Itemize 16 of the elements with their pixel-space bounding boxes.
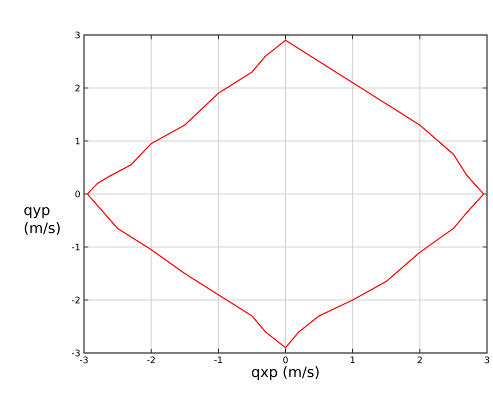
y-tick-label: 0 xyxy=(75,190,80,198)
x-axis-title: qxp (m/s) xyxy=(252,366,319,380)
y-tick-label: -1 xyxy=(72,244,80,250)
y-tick-label: 3 xyxy=(75,32,80,38)
x-tick-label: 3 xyxy=(484,356,490,364)
x-tick-label: -1 xyxy=(214,356,222,364)
y-axis-title: qyp (m/s) xyxy=(24,207,60,235)
y-tick-label: -2 xyxy=(72,296,80,304)
x-tick-label: 2 xyxy=(418,356,422,364)
x-tick-label: 0 xyxy=(283,356,288,364)
y-tick-label: -3 xyxy=(72,350,80,356)
y-tick-label: 1 xyxy=(76,138,80,144)
x-tick-label: -3 xyxy=(80,356,88,364)
x-tick-label: -2 xyxy=(147,356,155,364)
x-tick-label: 1 xyxy=(350,356,355,364)
y-tick-label: 2 xyxy=(75,84,80,92)
